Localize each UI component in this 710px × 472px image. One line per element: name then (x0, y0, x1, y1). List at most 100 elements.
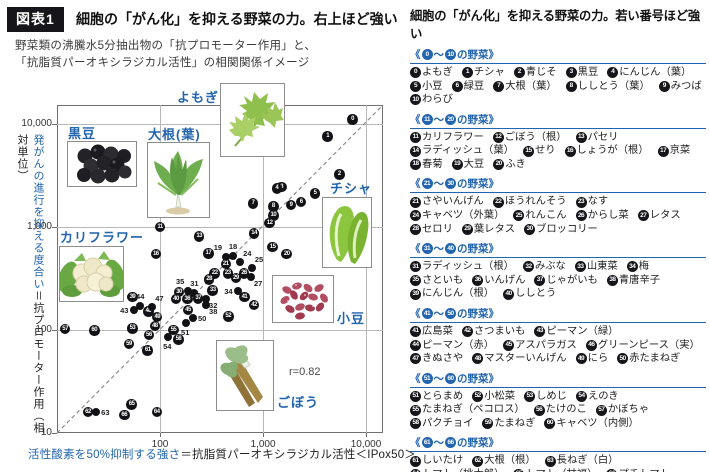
legend-item: 40 ししとう (503, 287, 556, 301)
legend-item: 51 とらまめ (410, 390, 463, 404)
legend-item-name: 広島菜 (422, 325, 453, 337)
vegetable-number-badge: 21 (421, 178, 433, 190)
vegetable-number-badge: 36 (472, 275, 484, 287)
vegetable-number-badge: 17 (657, 145, 669, 157)
vegetable-number-badge: 11 (421, 113, 433, 125)
legend-item-name: れんこん (525, 210, 567, 222)
kuromame-label: 黒豆 (68, 126, 97, 141)
legend-item: 9 みつば (658, 80, 702, 94)
scatter-point: 0 (347, 114, 358, 125)
vegetable-number-badge: 24 (410, 210, 421, 222)
legend-item: 4 にんじん（葉） (607, 66, 691, 80)
vegetable-number-badge: 66 (606, 469, 618, 472)
legend-item-name: 山東菜 (586, 261, 618, 273)
y-axis-label-secondary: ＝抗プロモーター作用（相対単位） (16, 134, 44, 434)
legend-item-name: カリフラワー (422, 131, 484, 143)
scatter-point: 58 (173, 334, 184, 345)
legend-item-name: しいたけ (422, 455, 464, 467)
vegetable-number-badge: 22 (492, 196, 504, 208)
legend-group-header: 《 61 ～ 66 の野菜》 (410, 435, 706, 453)
y-tickmark (52, 433, 57, 434)
scatter-point: 1 (322, 131, 333, 142)
vegetable-number-badge: 55 (410, 404, 421, 416)
legend-item: 32 みぶな (522, 260, 566, 274)
legend-item: 55 たまねぎ（ペコロス） (410, 403, 525, 417)
vegetable-number-badge: 51 (410, 390, 421, 402)
vegetable-number-badge: 4 (607, 67, 619, 79)
scatter-point: 65 (126, 399, 137, 410)
legend-item: 35 さといも (410, 274, 463, 288)
legend-item-name: 黒豆 (577, 67, 599, 78)
vegetable-number-badge: 54 (575, 390, 587, 402)
vegetable-number-badge: 8 (565, 80, 577, 92)
legend-item: 63 長ねぎ（白） (544, 454, 618, 468)
legend-item: 46 グリーンピース（実） (585, 339, 700, 353)
vegetable-number-badge: 53 (524, 390, 536, 402)
legend-item: 61 しいたけ (410, 454, 463, 468)
scatter-point: 64 (151, 406, 162, 418)
scatter-point: 33 (207, 285, 218, 296)
legend-item-name: 京菜 (669, 145, 691, 157)
legend-item-name: さつまいも (473, 325, 526, 337)
legend-item-name: ブロッコリー (536, 223, 598, 235)
vegetable-number-badge: 10 (445, 49, 456, 60)
vegetable-number-badge: 32 (522, 261, 534, 273)
y-axis-label: 発がんの進行を抑える度合い＝抗プロモーター作用（相対単位） (14, 134, 46, 439)
scatter-point: 52 (223, 311, 234, 322)
vegetable-number-badge: 15 (522, 145, 534, 157)
vegetable-number-badge: 29 (461, 223, 473, 235)
scatter-point: 4 (271, 183, 282, 194)
legend-item-name: 緑豆 (463, 80, 485, 92)
legend-item: 17 京菜 (657, 144, 691, 158)
legend-item: 25 れんこん (513, 209, 567, 223)
cauliflower-label: カリフラワー (60, 230, 145, 245)
vegetable-number-badge: 13 (575, 132, 587, 144)
vegetable-number-badge: 34 (626, 261, 638, 273)
figure-subtitle-line1: 野菜類の沸騰水5分抽出物の「抗プロモーター作用」と、 (15, 40, 317, 52)
legend-item: 66プチトマト (606, 468, 670, 472)
legend-item-name: さといも (422, 274, 464, 286)
legend-group: 《 11 ～ 20 の野菜》 11 カリフラワー 12 ごぼう（根） 13 パセリ 14 ラディッシュ（… (410, 112, 706, 174)
x-axis-label: 活性酸素を50%抑制する強さ＝抗脂質パーオキシラジカル活性＜IPox50＞ (28, 446, 416, 462)
legend-panel: 細胞の「がん化」を抑える野菜の力。若い番号ほど強い 《 0 ～ 10 の野菜》 0 よもぎ 1… (410, 6, 706, 472)
scatter-point (188, 313, 197, 322)
legend-item: 47 きぬさや (410, 352, 463, 366)
vegetable-number-badge: 10 (410, 94, 421, 106)
y-gridline (57, 330, 383, 331)
legend-group-items: 21 さやいんげん 22 ほうれんそう 23 なす 24 キャベツ（外葉） 25 れんこん 26 から… (410, 193, 706, 238)
legend-group-header: 《 31 ～ 40 の野菜》 (410, 241, 706, 259)
legend-item-name: ラディッシュ（根） (422, 261, 514, 273)
vegetable-number-badge: 62 (472, 455, 484, 467)
legend-item-name: いんげん (484, 274, 526, 286)
legend-item: 62 大根（根） (472, 454, 536, 468)
legend-item: 64トマト（桃太郎） (410, 468, 504, 472)
vegetable-number-badge: 44 (410, 339, 421, 351)
vegetable-number-badge: 65 (513, 469, 525, 472)
vegetable-number-badge: 18 (410, 159, 421, 171)
scatter-point: 7 (247, 198, 259, 209)
scatter-point-number: 19 (213, 243, 223, 253)
x-tickmark (366, 433, 367, 437)
legend-item: 20 ふき (493, 158, 526, 172)
legend-item-name: ラディッシュ（葉） (422, 145, 514, 157)
scatter-point-number: 63 (101, 407, 110, 417)
vegetable-number-badge: 11 (410, 132, 421, 144)
vegetable-number-badge: 38 (606, 275, 618, 287)
legend-group-items: 51 とらまめ 52 小松菜 53 しめじ 54 えのき 55 たまねぎ（ペコロス） 56 たけのこ 5… (410, 388, 706, 433)
legend-item: 43 ピーマン（緑） (534, 325, 618, 339)
scatter-point: 28 (203, 274, 215, 285)
legend-group: 《 31 ～ 40 の野菜》 31 ラディッシュ（根） 32 みぶな 33 山東菜 34 梅 35 さといも… (410, 241, 706, 303)
x-tickmark (263, 433, 264, 437)
scatter-point-number: 44 (136, 292, 145, 301)
vegetable-number-badge: 19 (451, 159, 463, 171)
y-tickmark (52, 330, 57, 331)
legend-item-name: たまねぎ (494, 417, 536, 429)
legend-item-name: チシャ (473, 67, 505, 78)
legend-item: 2 青じそ (513, 66, 557, 80)
scatter-point-number: 54 (163, 341, 172, 351)
legend-item-name: 梅 (638, 261, 650, 273)
x-tickmark (160, 433, 161, 437)
legend-item: 48 マスターいんげん (472, 352, 567, 366)
legend-item-name: グリーンピース（実） (597, 339, 700, 351)
legend-item: 7 大根（葉） (493, 80, 557, 94)
